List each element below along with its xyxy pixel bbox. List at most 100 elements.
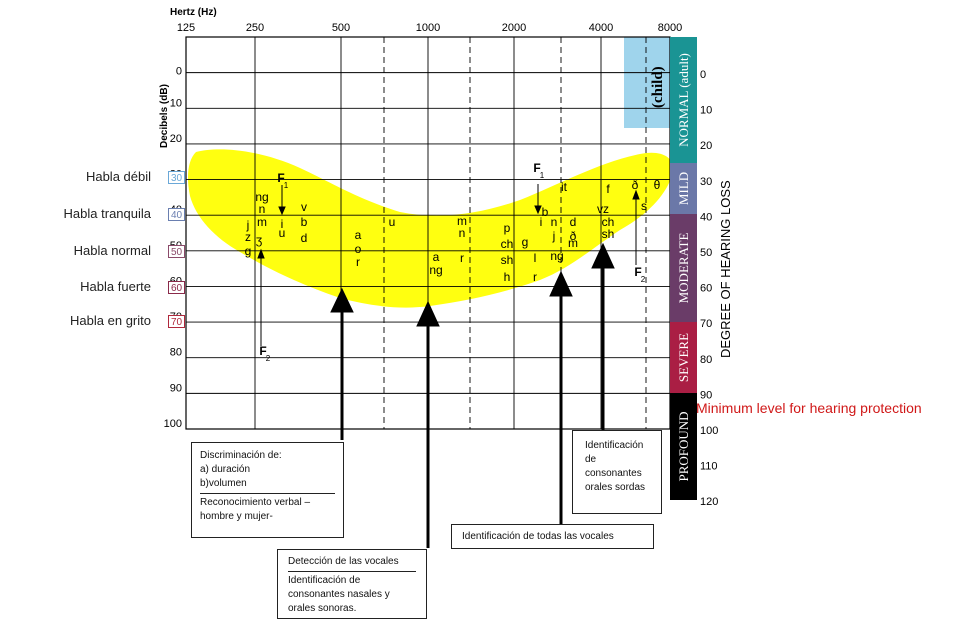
db-tick-label-right: 70 <box>700 318 712 330</box>
db-tick-label-right: 0 <box>700 69 706 81</box>
degree-band-label: SEVERE <box>676 333 691 382</box>
phoneme-label: n <box>259 202 266 216</box>
phoneme-label: r <box>356 255 360 269</box>
db-tick-label-right: 100 <box>700 425 718 437</box>
phoneme-label: sh <box>501 253 514 267</box>
speech-level-label: Habla en grito <box>1 313 151 328</box>
phoneme-label: d <box>301 231 308 245</box>
voiceless-consonants-box: Identificación de consonantes orales sor… <box>572 430 662 514</box>
phoneme-label: 1 <box>540 171 545 180</box>
degree-bands: NORMAL (adult) MILD MODERATE SEVERE PROFOUND <box>670 37 697 500</box>
phoneme-label: n <box>459 226 466 240</box>
phoneme-label: m <box>257 215 267 229</box>
db-tick-label-right: 60 <box>700 283 712 295</box>
phoneme-label: l <box>534 251 537 265</box>
speech-level-label: Habla tranquila <box>1 206 151 221</box>
box-divider <box>200 493 335 494</box>
phoneme-label: d <box>570 215 577 229</box>
degree-band-label: MILD <box>676 172 691 205</box>
degree-title: DEGREE OF HEARING LOSS <box>718 180 733 358</box>
speech-level-db-box: 30 <box>168 171 185 184</box>
box-line: Detección de las vocales <box>288 555 416 569</box>
speech-level-db-box: 60 <box>168 281 185 294</box>
phoneme-label: sh <box>602 227 615 241</box>
degree-band-label: PROFOUND <box>676 411 691 481</box>
phoneme-label: u <box>279 226 286 240</box>
child-label: (child) <box>650 66 666 108</box>
phoneme-label: 2 <box>641 275 646 284</box>
speech-level-label: Habla fuerte <box>1 279 151 294</box>
db-tick-label-right: 10 <box>700 105 712 117</box>
db-tick-label-right: 30 <box>700 176 712 188</box>
phoneme-label: ng <box>429 263 442 277</box>
phoneme-label: m <box>568 236 578 250</box>
minimum-level-label: Minimum level for hearing protection <box>696 400 922 416</box>
db-tick-label: 80 <box>170 347 182 359</box>
box-line: consonantes nasales y <box>288 588 416 602</box>
db-tick-label: 20 <box>170 133 182 145</box>
phoneme-label: z <box>245 230 251 244</box>
degree-band-label: NORMAL (adult) <box>676 53 691 147</box>
box-line: orales sordas <box>585 481 649 495</box>
phoneme-label: b <box>542 205 549 219</box>
box-line: de <box>585 453 649 467</box>
phoneme-label: u <box>389 215 396 229</box>
frequency-tick-label: 1000 <box>416 22 440 34</box>
frequency-ticks: 125 250 500 1000 2000 4000 8000 <box>177 22 682 34</box>
phoneme-label: o <box>355 242 362 256</box>
db-tick-label: 90 <box>170 382 182 394</box>
db-ticks-right: 0 10 20 30 40 50 60 70 80 90 100 110 120 <box>700 69 718 508</box>
box-line: hombre y mujer- <box>200 510 335 524</box>
db-tick-label-right: 80 <box>700 354 712 366</box>
degree-band-label: MODERATE <box>676 233 691 304</box>
db-tick-label: 0 <box>176 66 182 78</box>
phoneme-label: ʒ <box>256 233 263 247</box>
phoneme-label: θ <box>654 178 661 192</box>
frequency-tick-label: 500 <box>332 22 350 34</box>
box-line: b)volumen <box>200 477 335 491</box>
speech-level-db-box: 40 <box>168 208 185 221</box>
box-divider <box>288 571 416 572</box>
box-line: a) duración <box>200 463 335 477</box>
phoneme-label: r <box>460 251 464 265</box>
phoneme-label: g <box>522 235 529 249</box>
box-line: Identificación de <box>288 574 416 588</box>
box-line: Discriminación de: <box>200 449 335 463</box>
box-line: Identificación <box>585 439 649 453</box>
phoneme-label: p <box>504 221 511 235</box>
phoneme-label: ng <box>550 249 563 263</box>
frequency-tick-label: 2000 <box>502 22 526 34</box>
phoneme-label: vz <box>597 202 609 216</box>
db-tick-label-right: 50 <box>700 247 712 259</box>
phoneme-label: n <box>551 215 558 229</box>
speech-level-db-box: 50 <box>168 245 185 258</box>
box-line: Reconocimiento verbal – <box>200 496 335 510</box>
db-tick-label-right: 20 <box>700 140 712 152</box>
phoneme-label: b <box>301 215 308 229</box>
discrimination-box: Discriminación de: a) duración b)volumen… <box>191 442 344 538</box>
phoneme-label: i <box>540 215 543 229</box>
db-tick-label: 100 <box>164 418 182 430</box>
db-tick-label-right: 120 <box>700 496 718 508</box>
speech-level-db-box: 70 <box>168 315 185 328</box>
box-line: Identificación de todas las vocales <box>462 530 643 544</box>
vowel-detection-box: Detección de las vocales Identificación … <box>277 549 427 619</box>
frequency-tick-label: 4000 <box>589 22 613 34</box>
frequency-tick-label: 250 <box>246 22 264 34</box>
phoneme-label: 1 <box>284 181 289 190</box>
box-line: orales sonoras. <box>288 602 416 616</box>
box-line: consonantes <box>585 467 649 481</box>
db-tick-label-right: 40 <box>700 211 712 223</box>
db-tick-label: 10 <box>170 97 182 109</box>
phoneme-label: it <box>561 180 568 194</box>
phoneme-label: ð <box>632 178 639 192</box>
phoneme-label: v <box>301 200 307 214</box>
phoneme-label: j <box>552 229 556 243</box>
speech-level-label: Habla normal <box>1 243 151 258</box>
db-tick-label-right: 110 <box>700 461 718 473</box>
phoneme-label: 2 <box>266 354 271 363</box>
phoneme-label: a <box>355 228 362 242</box>
hertz-title: Hertz (Hz) <box>170 7 217 18</box>
all-vowels-box: Identificación de todas las vocales <box>451 524 654 549</box>
